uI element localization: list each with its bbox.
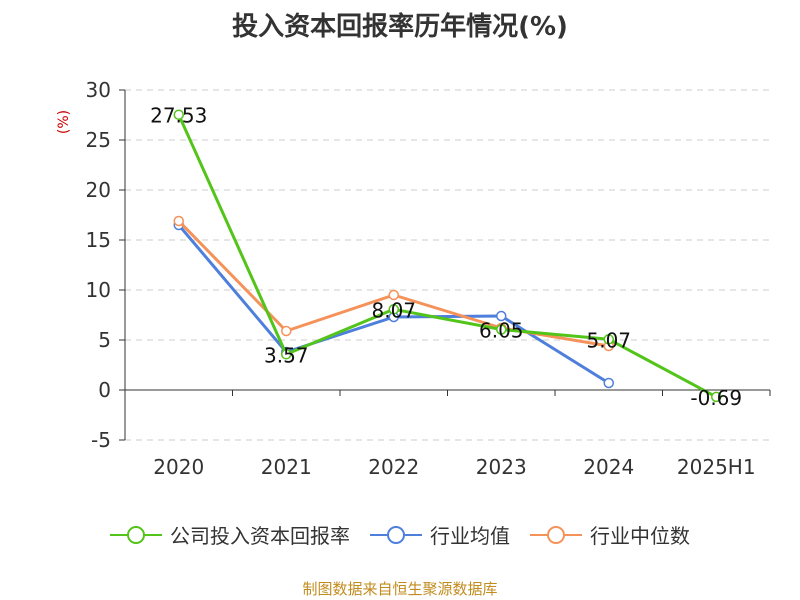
legend-label-company: 公司投入资本回报率 bbox=[170, 524, 350, 548]
data-point bbox=[603, 334, 614, 345]
legend-swatch-industry-mean bbox=[370, 525, 422, 544]
legend-item-industry-median[interactable]: 行业中位数 bbox=[530, 520, 690, 549]
data-point bbox=[388, 289, 399, 301]
x-tick-label: 2021 bbox=[261, 455, 312, 479]
x-tick-label: 2022 bbox=[368, 455, 419, 479]
data-point bbox=[711, 391, 722, 403]
source-footer: 制图数据来自恒生聚源数据库 bbox=[302, 580, 498, 598]
data-label: 27.53 bbox=[150, 104, 207, 128]
data-point bbox=[496, 310, 507, 322]
series-line bbox=[177, 114, 717, 399]
x-tick-label: 2023 bbox=[476, 455, 527, 479]
y-tick-label: 25 bbox=[86, 128, 111, 152]
legend: 公司投入资本回报率 行业均值 行业中位数 bbox=[0, 520, 800, 549]
data-point bbox=[496, 324, 507, 335]
legend-label-industry-median: 行业中位数 bbox=[590, 524, 690, 548]
data-label: 8.07 bbox=[371, 298, 416, 322]
data-label: -0.69 bbox=[690, 386, 742, 410]
y-tick-label: 0 bbox=[98, 378, 111, 402]
data-point bbox=[173, 215, 184, 227]
x-tick-label: 2024 bbox=[583, 455, 634, 479]
chart-title: 投入资本回报率历年情况(%) bbox=[232, 12, 568, 42]
data-point bbox=[388, 304, 399, 315]
y-tick-label: 30 bbox=[86, 78, 111, 102]
y-tick-label: 10 bbox=[86, 278, 111, 302]
data-label: 6.05 bbox=[479, 319, 524, 343]
data-point bbox=[603, 377, 614, 389]
y-tick-label: -5 bbox=[91, 428, 111, 452]
data-point bbox=[281, 349, 292, 360]
y-tick-label: 20 bbox=[86, 178, 111, 202]
y-tick-label: 5 bbox=[98, 328, 111, 352]
legend-item-industry-mean[interactable]: 行业均值 bbox=[370, 520, 510, 549]
data-point bbox=[173, 109, 184, 120]
legend-label-industry-mean: 行业均值 bbox=[430, 524, 510, 548]
x-tick-label: 2020 bbox=[153, 455, 204, 479]
x-tick-label: 2025H1 bbox=[677, 455, 756, 479]
y-tick-label: 15 bbox=[86, 228, 111, 252]
legend-swatch-industry-median bbox=[530, 525, 582, 544]
legend-item-company[interactable]: 公司投入资本回报率 bbox=[110, 520, 350, 549]
data-point bbox=[281, 325, 292, 337]
data-label: 5.07 bbox=[586, 328, 631, 352]
data-label: 3.57 bbox=[264, 343, 309, 367]
legend-swatch-company bbox=[110, 525, 162, 544]
